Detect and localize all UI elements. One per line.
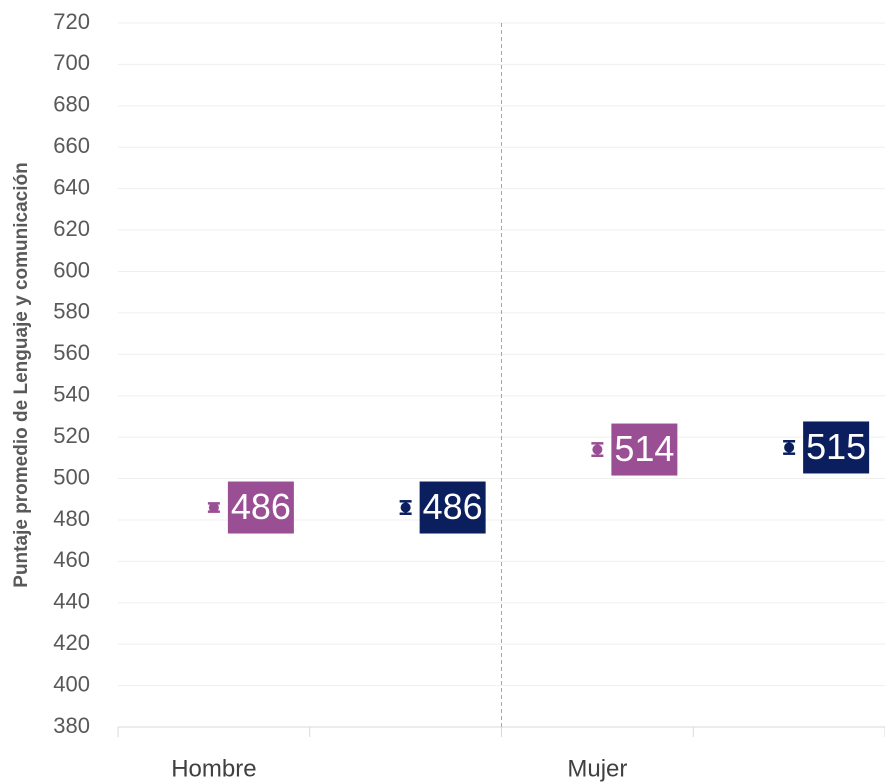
y-tick-label: 720 xyxy=(53,9,90,34)
y-tick-label: 440 xyxy=(53,589,90,614)
y-tick-label: 480 xyxy=(53,506,90,531)
data-label: 486 xyxy=(423,486,483,527)
y-tick-label: 640 xyxy=(53,174,90,199)
y-tick-label: 560 xyxy=(53,340,90,365)
x-tick-label: Hombre xyxy=(171,755,256,782)
label-box xyxy=(611,423,678,476)
y-tick-label: 420 xyxy=(53,630,90,655)
y-tick-label: 460 xyxy=(53,547,90,572)
y-axis-label: Puntaje promedio de Lenguaje y comunicac… xyxy=(11,162,32,587)
y-tick-label: 540 xyxy=(53,382,90,407)
y-tick-label: 520 xyxy=(53,423,90,448)
point xyxy=(400,502,411,513)
y-tick-label: 380 xyxy=(53,713,90,738)
label-box xyxy=(803,421,870,474)
data-label: 514 xyxy=(614,428,674,469)
point xyxy=(784,442,795,453)
label-box xyxy=(419,481,486,534)
data-label: 486 xyxy=(231,486,291,527)
y-tick-label: 620 xyxy=(53,216,90,241)
x-tick-label: Mujer xyxy=(567,755,627,782)
y-tick-label: 660 xyxy=(53,133,90,158)
point xyxy=(592,444,603,455)
y-tick-label: 680 xyxy=(53,92,90,117)
point xyxy=(208,502,219,513)
y-tick-label: 400 xyxy=(53,671,90,696)
y-tick-label: 700 xyxy=(53,50,90,75)
y-tick-label: 500 xyxy=(53,464,90,489)
data-label: 515 xyxy=(806,426,866,467)
y-tick-label: 580 xyxy=(53,299,90,324)
y-tick-label: 600 xyxy=(53,257,90,282)
label-box xyxy=(227,481,294,534)
